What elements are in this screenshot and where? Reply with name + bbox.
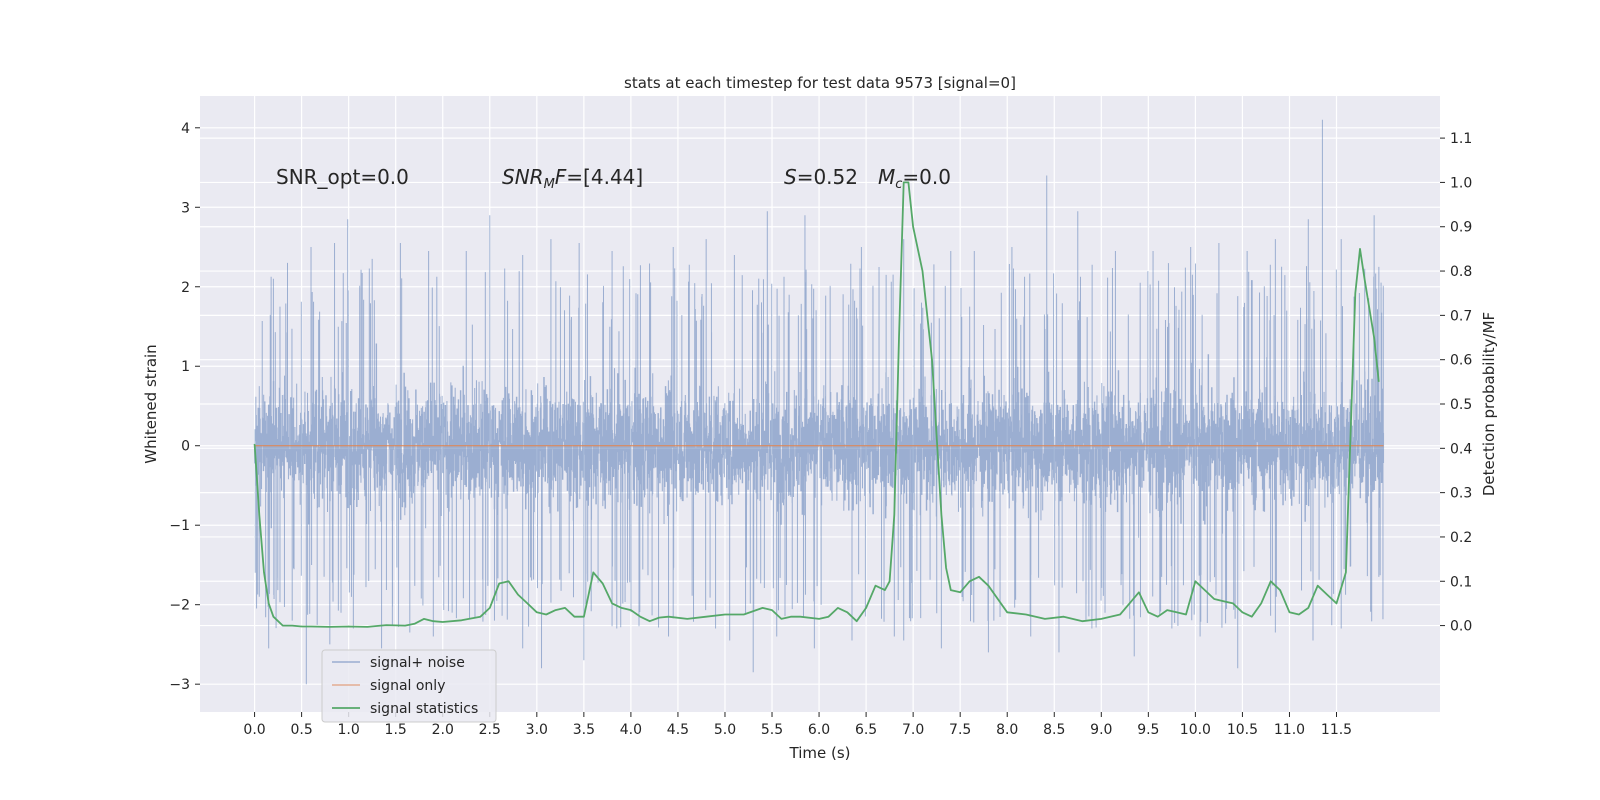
y2-tick-label: 0.8	[1450, 264, 1472, 280]
x-tick-label: 3.0	[526, 722, 548, 738]
chart-title: stats at each timestep for test data 957…	[624, 74, 1016, 92]
x-tick-label: 5.5	[761, 722, 783, 738]
y-axis-label: Whitened strain	[142, 344, 160, 463]
annotations: SNR_opt=0.0 SNRMF=[4.44] S=0.52 Mc=0.0	[276, 165, 951, 192]
x-tick-label: 5.0	[714, 722, 736, 738]
x-tick-label: 4.0	[620, 722, 642, 738]
y-tick-label: 3	[181, 200, 190, 216]
annotation-snr-opt: SNR_opt=0.0	[276, 165, 409, 189]
y-tick-label: −3	[169, 677, 190, 693]
x-tick-label: 8.5	[1043, 722, 1065, 738]
y2-tick-label: 0.3	[1450, 486, 1472, 502]
y-tick-label: −1	[169, 518, 190, 534]
y-tick-label: 2	[181, 280, 190, 296]
x-tick-label: 1.5	[385, 722, 407, 738]
x-tick-label: 6.5	[855, 722, 877, 738]
y2-tick-label: 0.9	[1450, 220, 1472, 236]
y2-tick-label: 1.0	[1450, 175, 1472, 191]
legend-box	[321, 649, 497, 723]
y-tick-label: 4	[181, 121, 190, 137]
x-tick-label: 1.0	[338, 722, 360, 738]
y-axis-right: 0.0 0.1 0.2 0.3 0.4 0.5 0.6 0.7 0.8 0.9 1.0 1.1	[1440, 131, 1472, 635]
x-tick-label: 6.0	[808, 722, 830, 738]
x-tick-label: 7.5	[949, 722, 971, 738]
x-tick-label: 7.0	[902, 722, 924, 738]
x-axis-label: Time (s)	[789, 744, 851, 762]
y-tick-label: 0	[181, 439, 190, 455]
y2-tick-label: 0.2	[1450, 530, 1472, 546]
legend-label-signal-only: signal only	[370, 678, 445, 694]
annotation-mc: Mc=0.0	[878, 165, 951, 192]
y2-tick-label: 0.4	[1450, 441, 1472, 457]
y2-tick-label: 0.1	[1450, 574, 1472, 590]
y-tick-label: 1	[181, 359, 190, 375]
legend-label-signal-statistics: signal statistics	[370, 701, 478, 717]
legend-label-signal-noise: signal+ noise	[370, 655, 465, 671]
x-tick-label: 0.5	[290, 722, 312, 738]
y-axis-right-label: Detection probability/MF	[1480, 312, 1498, 496]
x-tick-label: 4.5	[667, 722, 689, 738]
x-tick-label: 9.5	[1137, 722, 1159, 738]
x-tick-label: 2.0	[432, 722, 454, 738]
legend: signal+ noise signal only signal statist…	[321, 649, 497, 723]
y2-tick-label: 0.7	[1450, 308, 1472, 324]
x-axis: 0.0 0.5 1.0 1.5 2.0 2.5 3.0 3.5 4.0 4.5 5.0 5.5 6.0 6…	[243, 712, 1352, 738]
y2-tick-label: 0.6	[1450, 353, 1472, 369]
x-tick-label: 9.0	[1090, 722, 1112, 738]
signal-noise-series	[254, 119, 1385, 685]
x-tick-label: 3.5	[573, 722, 595, 738]
x-tick-label: 0.0	[243, 722, 265, 738]
x-tick-label: 11.5	[1321, 722, 1352, 738]
y-tick-label: −2	[169, 598, 190, 614]
y2-tick-label: 0.0	[1450, 619, 1472, 635]
x-tick-label: 11.0	[1274, 722, 1305, 738]
annotation-s: S=0.52	[784, 165, 858, 189]
signal-statistics-series	[253, 181, 1380, 628]
y-axis-left: −3 −2 −1 0 1 2 3 4	[169, 121, 200, 693]
x-tick-label: 8.0	[996, 722, 1018, 738]
y2-tick-label: 1.1	[1450, 131, 1472, 147]
signal-statistics-line	[253, 181, 1380, 628]
x-tick-label: 10.5	[1227, 722, 1258, 738]
x-tick-label: 10.0	[1180, 722, 1211, 738]
x-tick-label: 2.5	[479, 722, 501, 738]
signal-noise-line	[254, 119, 1385, 685]
y2-tick-label: 0.5	[1450, 397, 1472, 413]
annotation-snr-mf: SNRMF=[4.44]	[502, 165, 643, 192]
